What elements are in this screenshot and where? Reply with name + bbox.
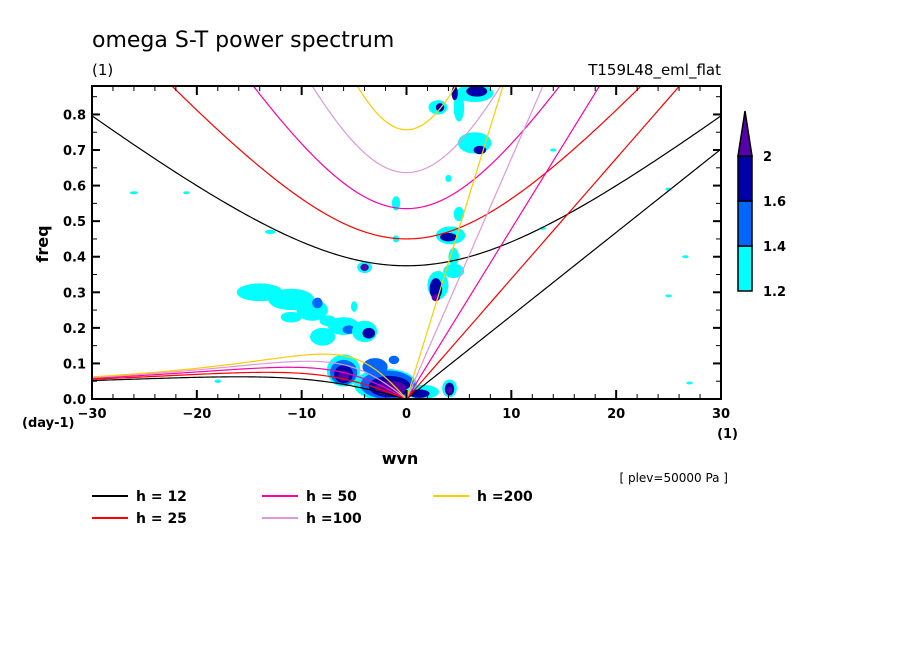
colorbar-extend-triangle xyxy=(737,110,753,157)
y-tick-label: 0.5 xyxy=(63,215,86,230)
axis-ticks xyxy=(91,86,722,400)
power-shading-region xyxy=(550,148,557,152)
colorbar-label: 2 xyxy=(763,150,772,165)
colorbar-swatch xyxy=(737,155,753,202)
power-shading-region xyxy=(445,174,452,183)
kelvin-curve xyxy=(406,86,681,399)
power-shading-region xyxy=(312,297,323,309)
legend-label: h = 50 xyxy=(306,489,357,505)
power-shading-region xyxy=(362,358,388,376)
colorbar-label: 1.6 xyxy=(763,195,786,210)
gravity-curve xyxy=(311,86,502,174)
y-tick-label: 0.2 xyxy=(63,322,86,337)
y-tick-label: 0.1 xyxy=(63,357,86,372)
y-axis-units: (day-1) xyxy=(22,416,74,431)
power-shading-region xyxy=(453,206,465,222)
rossby-curve xyxy=(92,360,407,399)
power-shading-region xyxy=(350,301,358,312)
plot-frame xyxy=(91,85,722,400)
power-shading-region xyxy=(362,327,376,339)
kelvin-curve xyxy=(405,86,601,399)
rossby-curve xyxy=(92,366,407,399)
x-tick-label: 20 xyxy=(607,407,625,422)
legend-label: h = 25 xyxy=(136,511,187,527)
power-shading-region xyxy=(440,232,457,242)
colorbar: 1.2 1.4 1.6 2 xyxy=(737,110,786,300)
power-shading-region xyxy=(466,86,488,97)
power-shading-region xyxy=(375,381,407,396)
x-tick-label: 0 xyxy=(402,407,411,422)
chart-title: omega S-T power spectrum xyxy=(92,28,394,53)
kelvin-curve xyxy=(405,86,504,399)
power-shading-region xyxy=(342,325,356,334)
y-tick-label: 0.3 xyxy=(63,286,86,301)
x-axis-units: (1) xyxy=(717,427,738,442)
power-shading-region xyxy=(453,93,465,122)
colorbar-label: 1.4 xyxy=(763,240,786,255)
y-axis-label: freq xyxy=(33,225,52,262)
kelvin-curve xyxy=(405,86,544,399)
y-tick-label: 0.4 xyxy=(63,251,86,266)
legend-label: h =200 xyxy=(477,489,533,505)
dispersion-curves xyxy=(92,86,721,399)
colorbar-swatch xyxy=(737,245,753,292)
power-shading-region xyxy=(214,379,221,383)
y-tick-label: 0.8 xyxy=(63,108,86,123)
rossby-curve xyxy=(92,371,407,399)
gravity-curve xyxy=(356,86,457,131)
x-tick-label: 30 xyxy=(712,407,730,422)
power-shading-region xyxy=(446,386,453,394)
y-tick-label: 0.0 xyxy=(63,393,86,408)
legend-label: h =100 xyxy=(306,511,362,527)
power-shading-region xyxy=(682,255,689,259)
legend-label: h = 12 xyxy=(136,489,187,505)
gravity-curve xyxy=(252,86,561,210)
x-tick-label: −30 xyxy=(78,407,107,422)
x-tick-label: 10 xyxy=(502,407,520,422)
power-spectrum-shading xyxy=(129,86,693,399)
colorbar-swatch xyxy=(737,200,753,247)
rossby-curve xyxy=(92,353,407,399)
power-shading-region xyxy=(408,389,430,398)
power-shading-region xyxy=(183,191,190,195)
x-tick-label: −20 xyxy=(182,407,211,422)
power-shading-region xyxy=(665,294,672,298)
colorbar-label: 1.2 xyxy=(763,285,786,300)
rossby-curve xyxy=(92,376,407,399)
level-note: [ plev=50000 Pa ] xyxy=(619,471,728,485)
power-shading-region xyxy=(310,327,336,346)
y-tick-label: 0.7 xyxy=(63,144,86,159)
power-shading-region xyxy=(443,263,465,279)
power-shading-region xyxy=(280,311,302,323)
kelvin-curve xyxy=(406,148,721,399)
gravity-curve xyxy=(92,115,721,267)
x-tick-labels: −30 −20 −10 0 10 20 30 xyxy=(78,407,731,422)
x-tick-label: −10 xyxy=(287,407,316,422)
legend: h = 12 h = 25 h = 50 h =100 h =200 xyxy=(92,489,533,527)
run-label: T159L48_eml_flat xyxy=(587,61,721,80)
power-shading-region xyxy=(360,263,369,271)
power-shading-region xyxy=(264,229,276,234)
gravity-curve xyxy=(171,86,642,240)
y-tick-labels: 0.0 0.1 0.2 0.3 0.4 0.5 0.6 0.7 0.8 xyxy=(63,108,86,408)
title-units: (1) xyxy=(92,61,113,79)
power-shading-region xyxy=(129,191,139,195)
power-shading-region xyxy=(388,355,400,365)
power-shading-region xyxy=(686,381,693,385)
y-tick-label: 0.6 xyxy=(63,180,86,195)
x-axis-label: wvn xyxy=(382,449,419,468)
